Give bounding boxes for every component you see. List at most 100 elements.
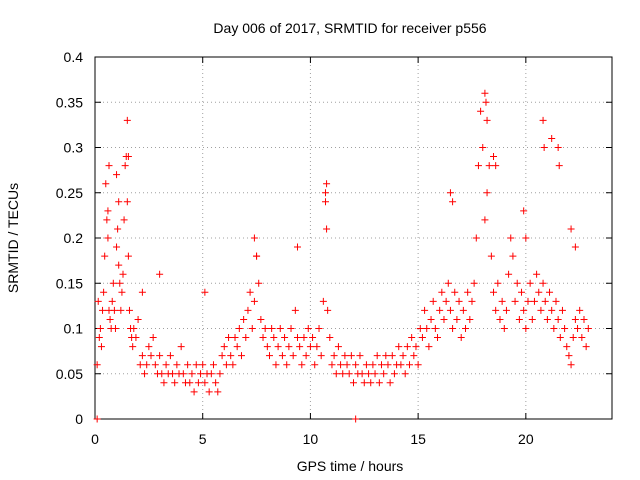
x-tick-label: 0 (91, 431, 99, 447)
data-point (173, 361, 181, 369)
data-point (548, 306, 556, 314)
data-point (509, 252, 517, 260)
data-point (380, 370, 388, 378)
data-point (498, 297, 506, 305)
data-point (132, 334, 140, 342)
data-point (414, 361, 422, 369)
data-point (129, 343, 137, 351)
data-point (110, 306, 118, 314)
data-point (199, 361, 207, 369)
data-point (113, 171, 121, 179)
data-point (108, 297, 116, 305)
data-point (487, 252, 495, 260)
data-point (395, 343, 403, 351)
data-point (100, 288, 108, 296)
data-point (416, 325, 424, 332)
data-point (278, 352, 286, 360)
data-point (118, 288, 126, 296)
data-point (513, 279, 521, 287)
data-point (324, 306, 332, 314)
data-point (184, 361, 192, 369)
data-point (406, 361, 414, 369)
data-point (339, 370, 347, 378)
data-point (229, 361, 237, 369)
data-point (485, 162, 493, 170)
data-point (141, 370, 149, 378)
data-point (515, 315, 523, 323)
data-point (421, 306, 429, 314)
data-point (472, 234, 480, 242)
data-point (423, 325, 431, 332)
data-point (483, 189, 491, 197)
data-point (124, 252, 132, 260)
data-point (390, 370, 398, 378)
data-point (442, 297, 450, 305)
data-point (188, 370, 196, 378)
data-point (300, 334, 308, 342)
data-point (105, 162, 113, 170)
data-point (104, 234, 112, 242)
data-point (347, 352, 355, 360)
data-points (93, 89, 592, 423)
x-tick-label: 20 (518, 431, 534, 447)
data-point (214, 388, 222, 396)
data-point (143, 361, 151, 369)
data-point (177, 343, 185, 351)
data-point (117, 306, 125, 314)
data-point (449, 198, 457, 206)
data-point (259, 334, 267, 342)
data-point (352, 361, 360, 369)
y-tick-label: 0.15 (56, 275, 83, 291)
data-point (281, 334, 289, 342)
data-point (526, 279, 534, 287)
data-point (330, 352, 338, 360)
y-tick-label: 0.2 (64, 230, 84, 246)
data-point (543, 315, 551, 323)
data-point (248, 325, 256, 332)
data-point (367, 379, 375, 387)
data-point (227, 352, 235, 360)
data-point (418, 334, 426, 342)
data-point (156, 270, 164, 278)
data-point (250, 297, 258, 305)
data-point (149, 334, 157, 342)
data-point (287, 325, 295, 332)
data-point (580, 315, 588, 323)
data-point (272, 361, 280, 369)
data-point (326, 334, 334, 342)
data-point (481, 216, 489, 224)
data-point (201, 288, 209, 296)
data-point (554, 315, 562, 323)
data-point (289, 352, 297, 360)
data-point (337, 361, 345, 369)
data-point (240, 315, 248, 323)
data-point (518, 288, 526, 296)
y-tick-label: 0.25 (56, 185, 83, 201)
y-tick-label: 0.1 (64, 321, 84, 337)
data-point (321, 189, 329, 197)
data-point (365, 370, 373, 378)
y-tick-label: 0 (75, 411, 83, 427)
data-point (104, 207, 112, 215)
data-point (539, 279, 547, 287)
data-point (369, 361, 377, 369)
data-point (319, 297, 327, 305)
data-point (261, 325, 269, 332)
data-point (231, 334, 239, 342)
data-point (244, 306, 252, 314)
data-point (558, 306, 566, 314)
data-point (574, 325, 582, 332)
data-point (253, 252, 261, 260)
data-point (436, 306, 444, 314)
data-point (136, 361, 144, 369)
data-point (571, 243, 579, 251)
data-point (179, 370, 187, 378)
data-point (492, 162, 500, 170)
data-point (345, 370, 353, 378)
data-point (209, 361, 217, 369)
data-point (201, 379, 209, 387)
data-point (218, 352, 226, 360)
data-point (263, 343, 271, 351)
data-point (93, 361, 101, 369)
